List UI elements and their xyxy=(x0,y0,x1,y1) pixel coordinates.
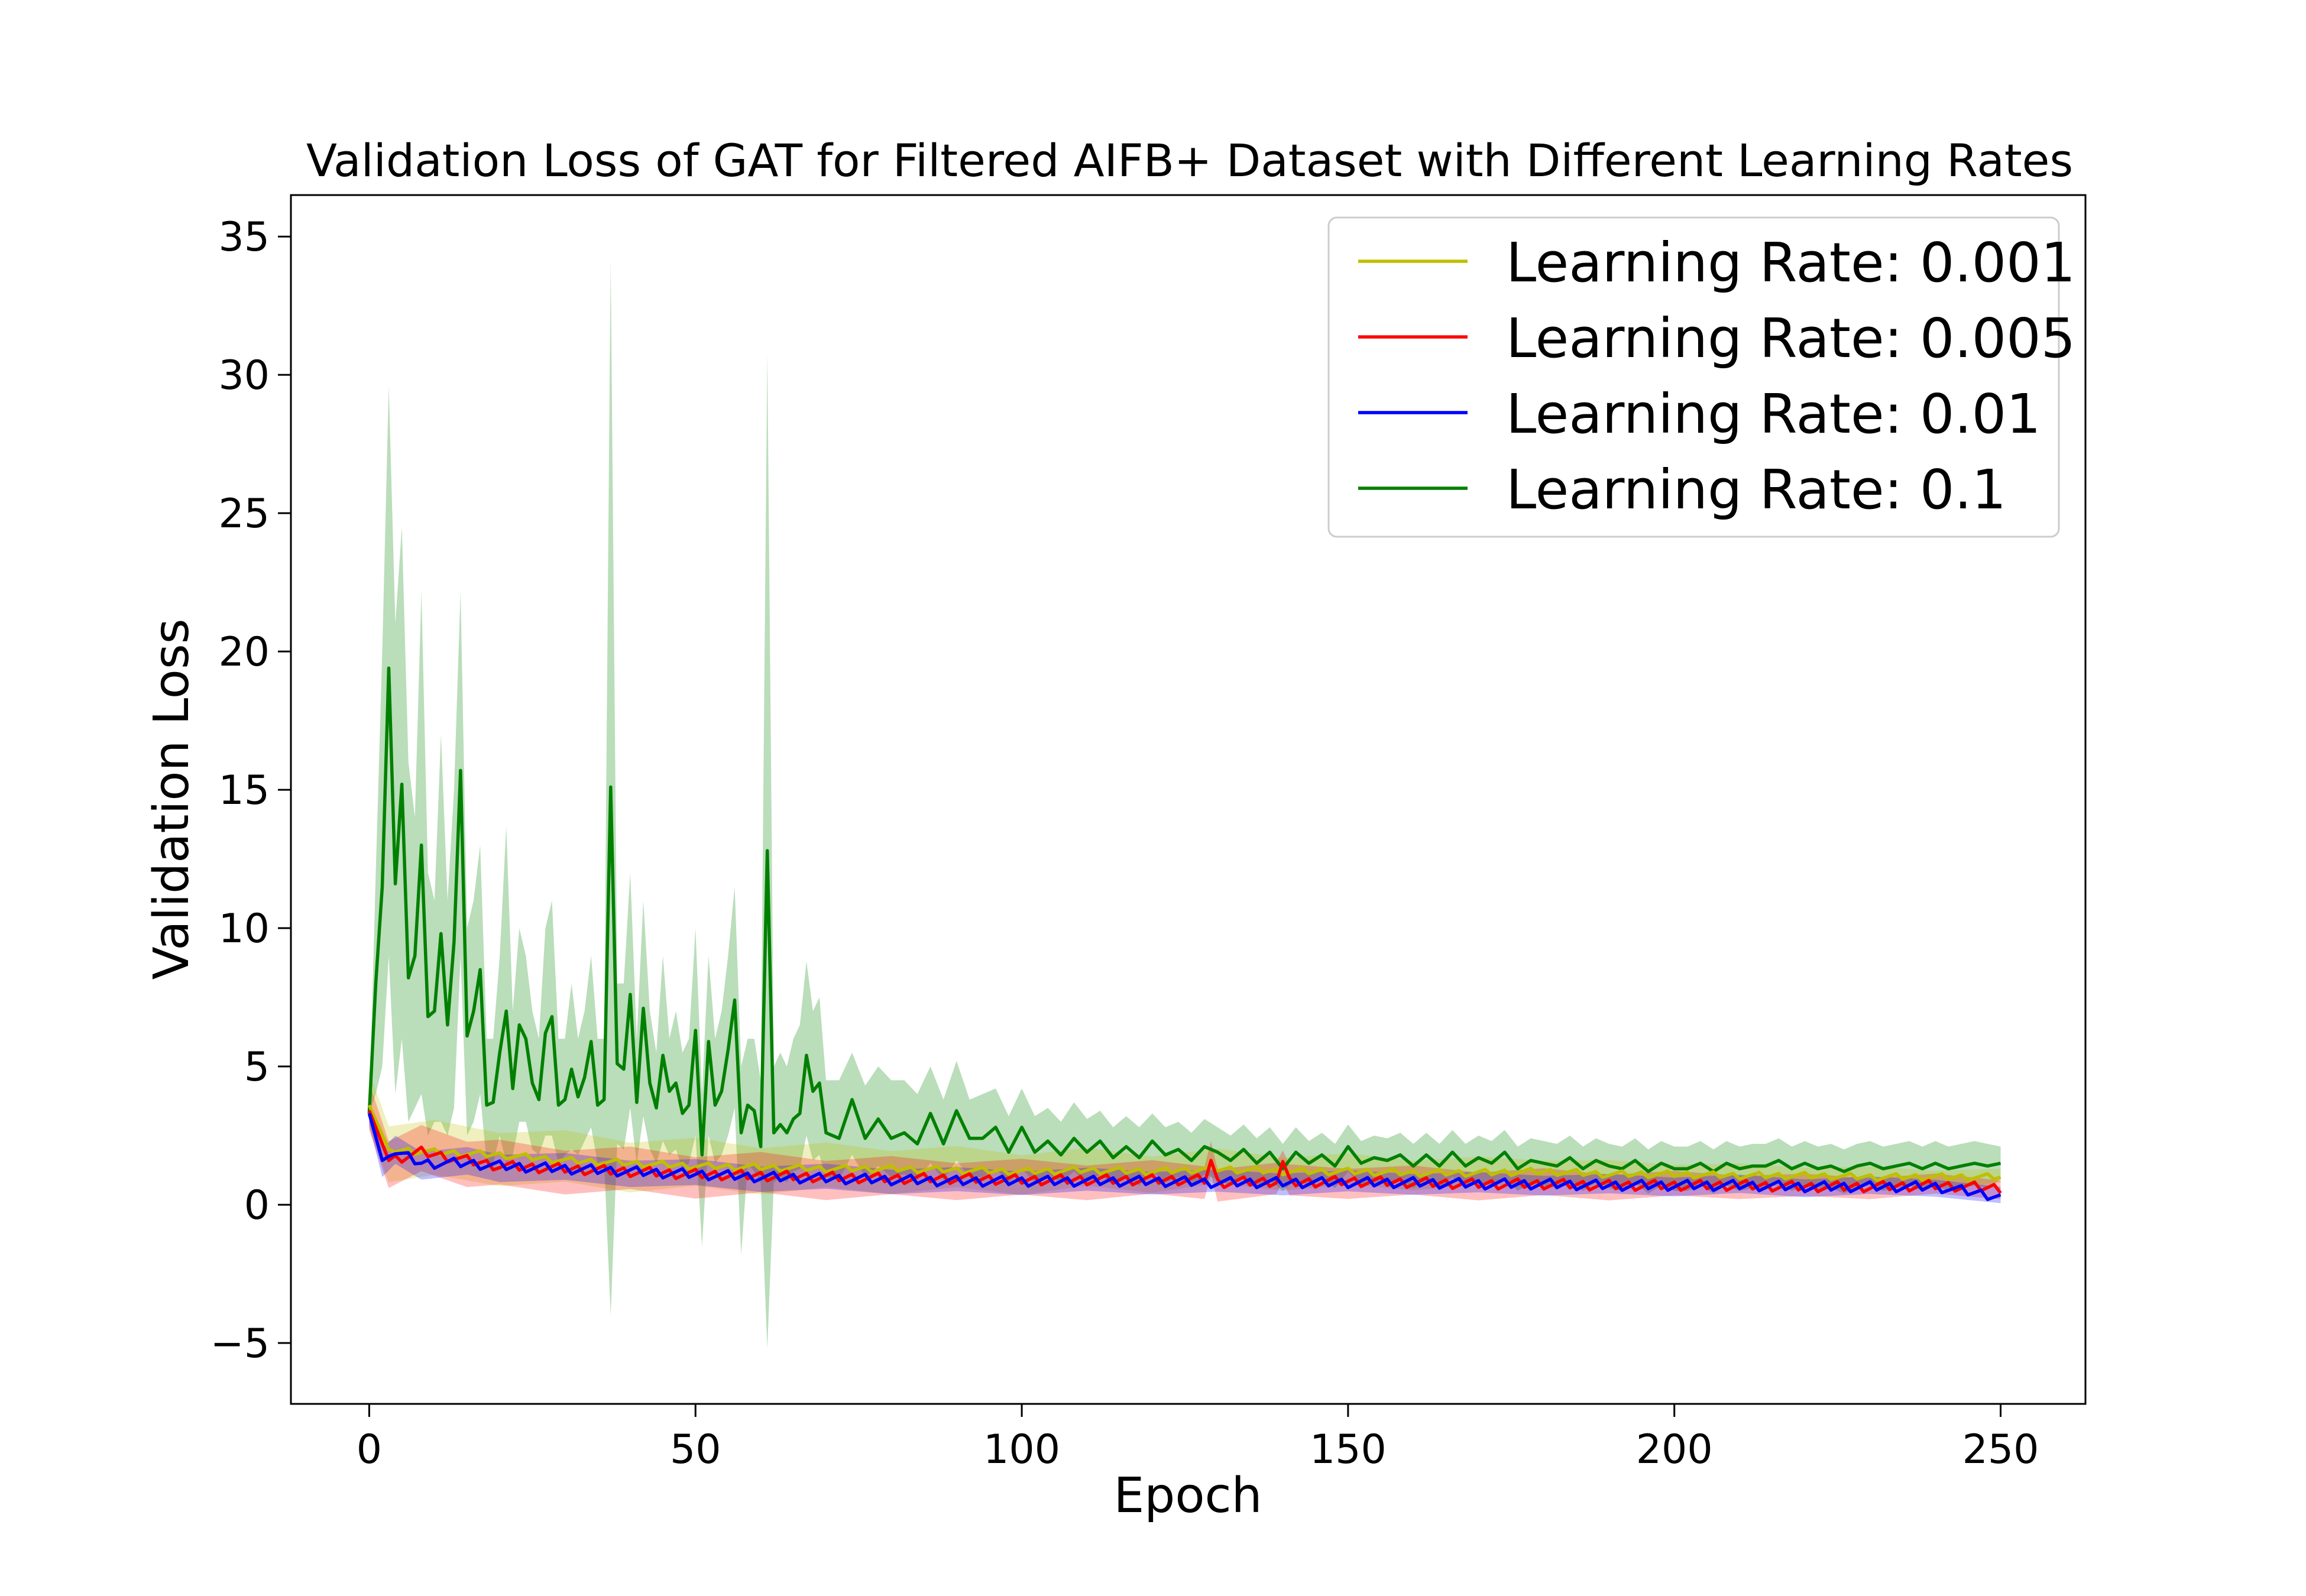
y-tick-label: 30 xyxy=(218,352,270,399)
legend: Learning Rate: 0.001 Learning Rate: 0.005… xyxy=(1327,216,2075,538)
y-axis-label: Validation Loss xyxy=(144,619,200,980)
y-axis: −5 0 5 10 15 20 25 30 35 xyxy=(210,214,291,1367)
x-tick-label: 200 xyxy=(1636,1426,1713,1473)
y-tick-label: 35 xyxy=(218,214,270,261)
plot-frame xyxy=(290,194,2087,1405)
band-series-1 xyxy=(369,1083,2001,1202)
legend-label: Learning Rate: 0.01 xyxy=(1506,382,2041,446)
y-tick-label: 5 xyxy=(244,1044,270,1091)
line-series-3 xyxy=(367,666,2001,1173)
series-lines xyxy=(367,666,2002,1201)
y-tick-label: −5 xyxy=(210,1321,270,1367)
y-tick-label: 10 xyxy=(218,906,270,952)
x-axis: 0 50 100 150 200 250 xyxy=(357,1404,2039,1473)
line-series-0 xyxy=(367,1104,2001,1182)
chart-title: Validation Loss of GAT for Filtered AIFB… xyxy=(306,134,2073,187)
y-tick-label: 20 xyxy=(218,629,270,676)
y-tick-label: 15 xyxy=(218,767,270,814)
x-tick-label: 0 xyxy=(357,1426,382,1473)
x-tick-label: 250 xyxy=(1962,1426,2039,1473)
legend-label: Learning Rate: 0.001 xyxy=(1506,231,2075,294)
x-tick-label: 50 xyxy=(670,1426,721,1473)
y-tick-label: 25 xyxy=(218,491,270,537)
legend-label: Learning Rate: 0.1 xyxy=(1506,458,2006,521)
x-tick-label: 150 xyxy=(1310,1426,1387,1473)
legend-label: Learning Rate: 0.005 xyxy=(1506,307,2075,370)
x-tick-label: 100 xyxy=(983,1426,1060,1473)
line-series-2 xyxy=(367,1112,2001,1201)
x-axis-label: Epoch xyxy=(1113,1468,1262,1524)
band-series-3 xyxy=(369,258,2001,1349)
legend-box xyxy=(1327,216,2060,538)
y-tick-label: 0 xyxy=(244,1182,270,1229)
